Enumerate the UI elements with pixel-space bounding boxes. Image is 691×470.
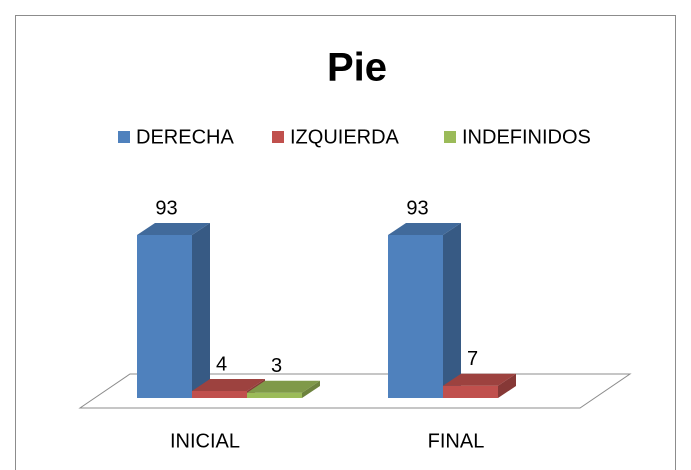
bar-top	[443, 373, 516, 386]
bar-front	[192, 390, 247, 398]
bar-side	[192, 223, 210, 398]
data-label: 4	[216, 353, 227, 375]
legend-swatch	[444, 131, 456, 143]
x-tick-label: FINAL	[428, 430, 485, 452]
bar-top	[137, 223, 210, 235]
bar-front	[388, 235, 443, 398]
bar-top	[192, 378, 265, 391]
legend-label: IZQUIERDA	[290, 126, 400, 148]
bar	[137, 223, 210, 398]
data-label: 7	[467, 348, 478, 370]
bar-front	[137, 235, 192, 398]
bar	[443, 373, 516, 398]
bar-side	[302, 380, 320, 398]
legend-label: DERECHA	[136, 126, 234, 148]
bar	[247, 380, 320, 398]
bar-side	[498, 373, 516, 398]
chart-title: Pie	[327, 46, 387, 90]
data-label: 93	[155, 197, 177, 219]
bar-side	[443, 223, 461, 398]
data-label: 3	[271, 355, 282, 377]
legend-swatch	[118, 131, 130, 143]
bar-top	[247, 380, 320, 393]
bar-front	[247, 392, 302, 398]
x-tick-label: INICIAL	[170, 430, 240, 452]
bar-front	[443, 385, 498, 398]
legend-label: INDEFINIDOS	[462, 126, 591, 148]
bar	[388, 223, 461, 398]
legend-swatch	[272, 131, 284, 143]
bar-top	[388, 223, 461, 235]
data-label: 93	[406, 197, 428, 219]
